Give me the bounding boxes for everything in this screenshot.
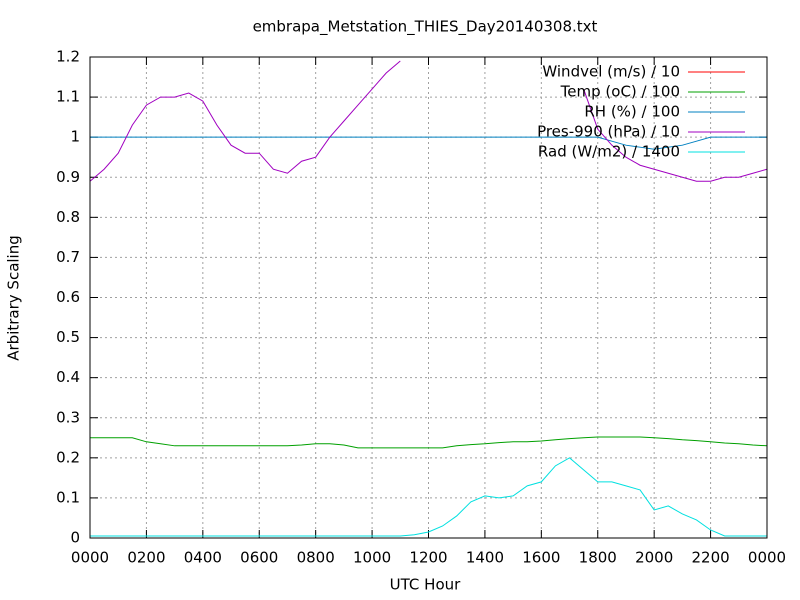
y-tick-label: 1.2 <box>56 48 80 66</box>
x-tick-label: 2000 <box>635 549 673 567</box>
x-tick-label: 1800 <box>579 549 617 567</box>
x-tick-label: 1600 <box>522 549 560 567</box>
legend-label: Temp (oC) / 100 <box>560 83 680 101</box>
data-line <box>90 60 767 182</box>
legend-label: Windvel (m/s) / 10 <box>542 63 680 81</box>
x-tick-label: 0800 <box>297 549 335 567</box>
x-tick-label: 0200 <box>127 549 165 567</box>
y-tick-label: 0.3 <box>56 408 80 426</box>
y-tick-label: 0.4 <box>56 368 80 386</box>
x-tick-label: 1000 <box>353 549 391 567</box>
x-tick-label: 1200 <box>409 549 447 567</box>
data-line <box>90 136 767 150</box>
y-tick-label: 0.2 <box>56 448 80 466</box>
y-tick-label: 0.5 <box>56 328 80 346</box>
plot-border <box>89 56 768 539</box>
y-tick-label: 0.6 <box>56 288 80 306</box>
y-tick-label: 0.9 <box>56 168 80 186</box>
legend-label: Pres-990 (hPa) / 10 <box>537 123 680 141</box>
x-tick-label: 1400 <box>466 549 504 567</box>
y-tick-label: 0.7 <box>56 248 80 266</box>
y-tick-label: 0 <box>70 529 80 547</box>
x-tick-label: 0400 <box>184 549 222 567</box>
chart-title: embrapa_Metstation_THIES_Day20140308.txt <box>253 18 598 37</box>
x-tick-label: 0000 <box>748 549 786 567</box>
y-axis-label: Arbitrary Scaling <box>5 235 23 361</box>
legend-label: Rad (W/m2) / 1400 <box>538 143 680 161</box>
x-tick-label: 0000 <box>71 549 109 567</box>
legend-label: RH (%) / 100 <box>584 103 680 121</box>
data-line <box>90 436 767 449</box>
y-tick-label: 0.8 <box>56 208 80 226</box>
x-tick-label: 0600 <box>240 549 278 567</box>
y-tick-label: 1.1 <box>56 88 80 106</box>
y-tick-label: 1 <box>70 128 80 146</box>
y-tick-label: 0.1 <box>56 488 80 506</box>
x-tick-label: 2200 <box>691 549 729 567</box>
data-line <box>90 457 767 537</box>
x-axis-label: UTC Hour <box>390 576 461 594</box>
